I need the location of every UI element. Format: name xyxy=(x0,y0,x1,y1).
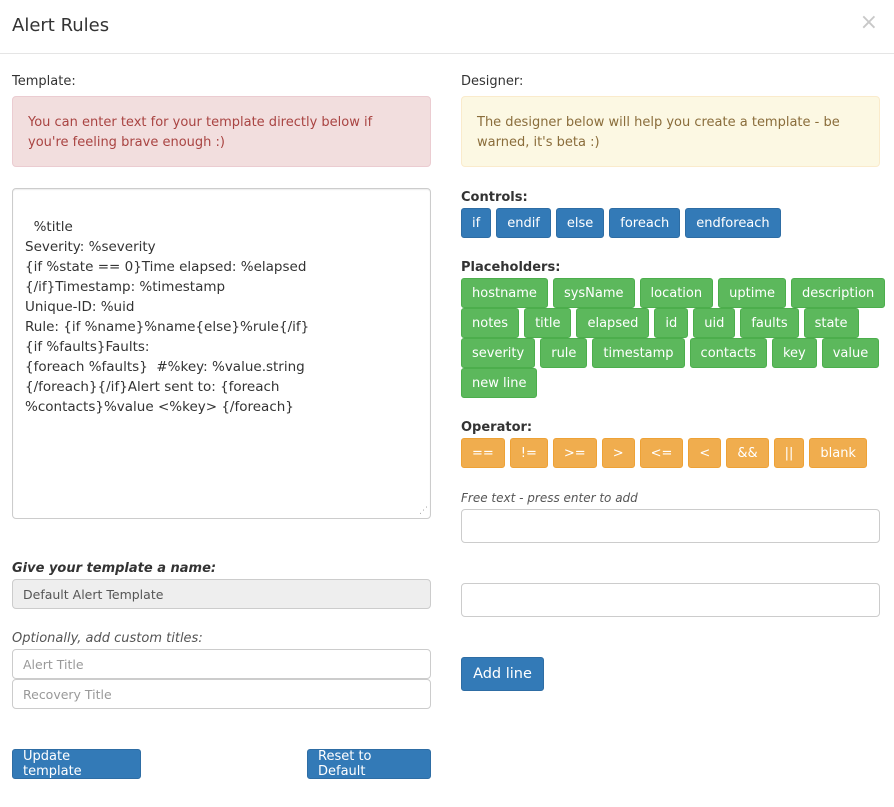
controls-label: Controls: xyxy=(461,190,528,205)
operator-gt-button[interactable]: > xyxy=(601,438,635,468)
add-line-button[interactable]: Add line xyxy=(461,657,544,691)
update-template-button[interactable]: Update template xyxy=(12,749,141,779)
placeholder-severity-button[interactable]: severity xyxy=(461,338,536,368)
placeholder-timestamp-button[interactable]: timestamp xyxy=(592,338,685,368)
control-endforeach-button[interactable]: endforeach xyxy=(685,208,781,238)
placeholder-new-line-button[interactable]: new line xyxy=(461,368,538,398)
resize-handle-icon[interactable]: ⋰ xyxy=(419,506,428,516)
placeholder-value-button[interactable]: value xyxy=(821,338,880,368)
alert-title-input[interactable]: Alert Title xyxy=(12,649,431,679)
control-if-button[interactable]: if xyxy=(461,208,492,238)
operator-neq-button[interactable]: != xyxy=(509,438,548,468)
placeholder-faults-button[interactable]: faults xyxy=(740,308,799,338)
placeholder-row: new line xyxy=(461,368,538,398)
operator-or-button[interactable]: || xyxy=(773,438,805,468)
operator-gte-button[interactable]: >= xyxy=(552,438,597,468)
template-name-field[interactable]: Default Alert Template xyxy=(12,579,431,609)
reset-default-button[interactable]: Reset to Default xyxy=(307,749,431,779)
designer-label: Designer: xyxy=(461,74,524,89)
placeholder-hostname-button[interactable]: hostname xyxy=(461,278,548,308)
recovery-title-placeholder: Recovery Title xyxy=(23,686,112,702)
operator-label: Operator: xyxy=(461,420,533,435)
placeholders-label: Placeholders: xyxy=(461,260,561,275)
operator-blank-button[interactable]: blank xyxy=(809,438,867,468)
close-icon[interactable]: × xyxy=(859,10,878,35)
control-foreach-button[interactable]: foreach xyxy=(609,208,681,238)
template-alert: You can enter text for your template dir… xyxy=(12,96,431,167)
placeholder-row: hostname sysName location uptime descrip… xyxy=(461,278,886,308)
placeholder-location-button[interactable]: location xyxy=(639,278,714,308)
operator-and-button[interactable]: && xyxy=(726,438,769,468)
template-text: %title Severity: %severity {if %state ==… xyxy=(25,219,310,415)
modal-title: Alert Rules xyxy=(12,15,110,36)
alert-title-placeholder: Alert Title xyxy=(23,656,84,672)
control-endif-button[interactable]: endif xyxy=(496,208,551,238)
placeholder-contacts-button[interactable]: contacts xyxy=(689,338,767,368)
operator-lte-button[interactable]: <= xyxy=(639,438,684,468)
placeholder-title-button[interactable]: title xyxy=(524,308,572,338)
placeholder-id-button[interactable]: id xyxy=(654,308,689,338)
placeholder-key-button[interactable]: key xyxy=(771,338,817,368)
control-else-button[interactable]: else xyxy=(555,208,605,238)
placeholder-elapsed-button[interactable]: elapsed xyxy=(576,308,650,338)
operator-eq-button[interactable]: == xyxy=(461,438,505,468)
designer-alert: The designer below will help you create … xyxy=(461,96,880,167)
template-name-value: Default Alert Template xyxy=(23,586,164,602)
free-text-input[interactable] xyxy=(461,509,880,543)
operator-lt-button[interactable]: < xyxy=(688,438,722,468)
template-textarea[interactable]: %title Severity: %severity {if %state ==… xyxy=(12,188,431,519)
placeholder-row: severity rule timestamp contacts key val… xyxy=(461,338,880,368)
operator-row: == != >= > <= < && || blank xyxy=(461,438,867,468)
placeholder-row: notes title elapsed id uid faults state xyxy=(461,308,859,338)
placeholder-state-button[interactable]: state xyxy=(803,308,859,338)
designer-line-preview[interactable] xyxy=(461,583,880,617)
template-name-label: Give your template a name: xyxy=(12,561,217,576)
template-label: Template: xyxy=(12,74,76,89)
recovery-title-input[interactable]: Recovery Title xyxy=(12,679,431,709)
placeholder-rule-button[interactable]: rule xyxy=(540,338,588,368)
placeholder-sysname-button[interactable]: sysName xyxy=(552,278,635,308)
free-text-label: Free text - press enter to add xyxy=(461,491,638,505)
controls-row: if endif else foreach endforeach xyxy=(461,208,781,238)
custom-titles-label: Optionally, add custom titles: xyxy=(12,631,203,646)
modal-header: Alert Rules × xyxy=(0,0,894,54)
placeholder-notes-button[interactable]: notes xyxy=(461,308,520,338)
placeholder-uptime-button[interactable]: uptime xyxy=(718,278,786,308)
placeholder-description-button[interactable]: description xyxy=(791,278,886,308)
placeholder-uid-button[interactable]: uid xyxy=(693,308,736,338)
